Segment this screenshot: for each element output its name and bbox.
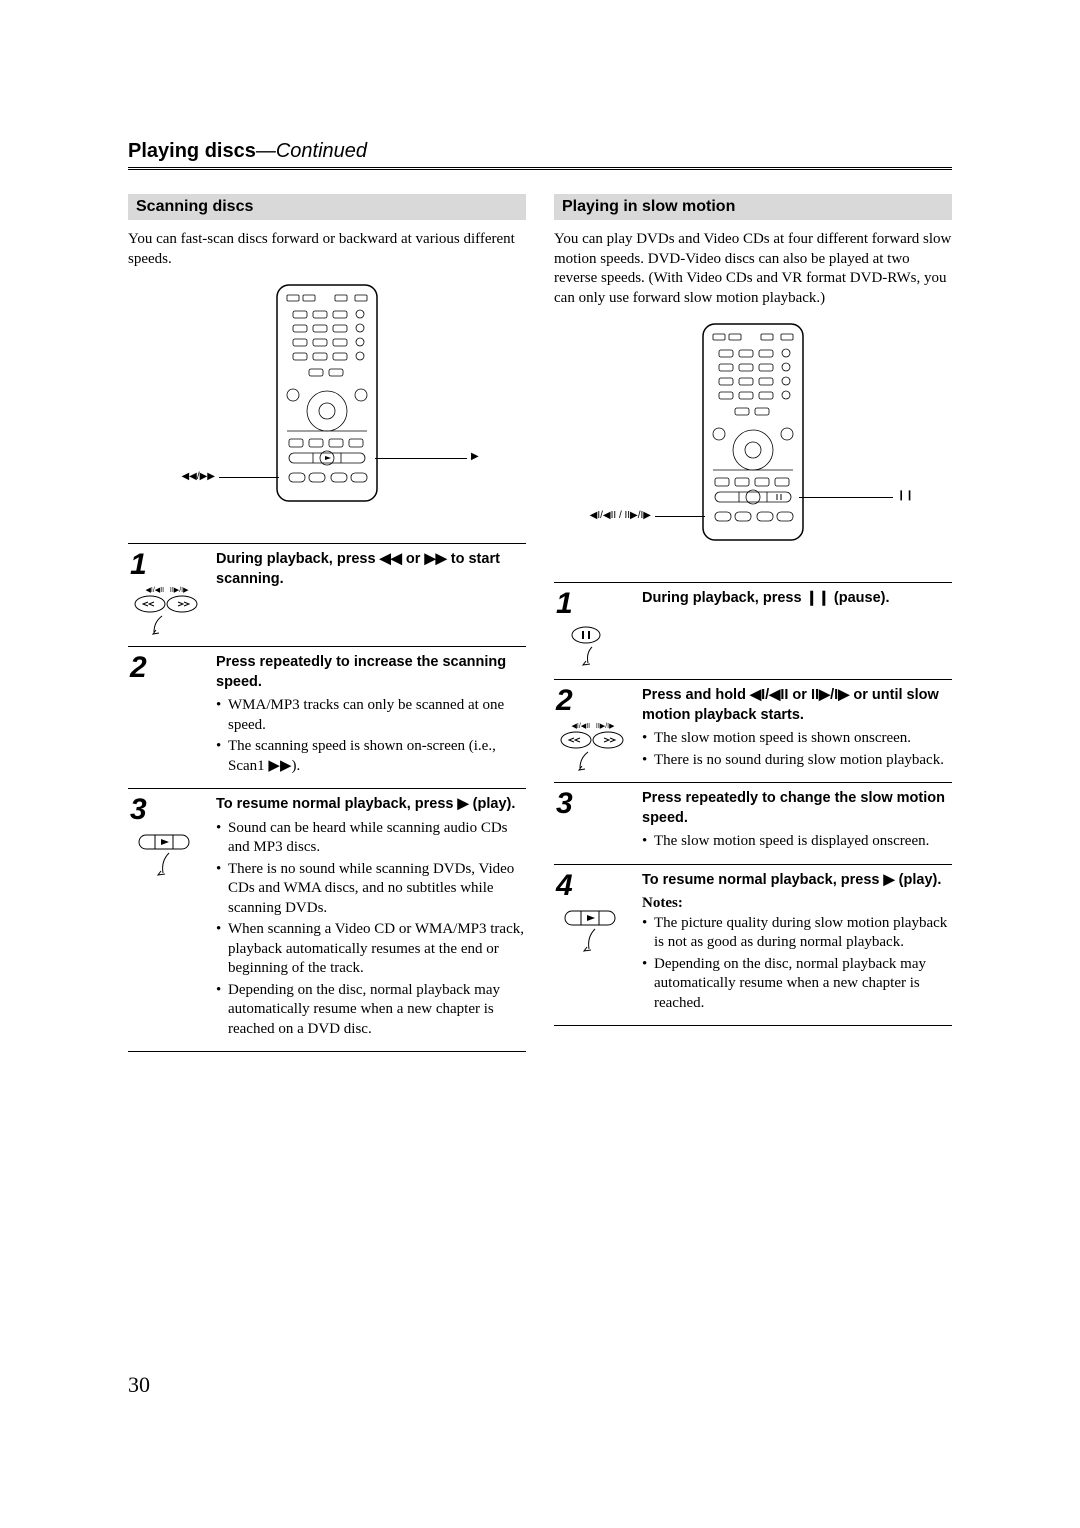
step-number: 1: [130, 550, 147, 580]
right-column: Playing in slow motion You can play DVDs…: [554, 194, 952, 1052]
left-column: Scanning discs You can fast-scan discs f…: [128, 194, 526, 1052]
bullet: The scanning speed is shown on-screen (i…: [216, 737, 526, 776]
step-row: 1 During playback, press ❙❙ (pause).: [554, 582, 952, 679]
bullet: The picture quality during slow motion p…: [642, 914, 952, 953]
step-row: 3 To resume normal playback, press ▶ (pl…: [128, 788, 526, 1052]
pause-button-icon: [568, 625, 618, 669]
step-title: Press repeatedly to increase the scannin…: [216, 653, 526, 692]
bullet: There is no sound while scanning DVDs, V…: [216, 860, 526, 919]
bullet: When scanning a Video CD or WMA/MP3 trac…: [216, 920, 526, 979]
bullet: Depending on the disc, normal playback m…: [642, 955, 952, 1014]
step-title: Press and hold ◀I/◀II or II▶/I▶ or until…: [642, 686, 952, 725]
step-number: 1: [556, 589, 573, 619]
scanning-intro: You can fast-scan discs forward or backw…: [128, 230, 526, 269]
bullet: There is no sound during slow motion pla…: [642, 751, 952, 771]
slowmotion-intro: You can play DVDs and Video CDs at four …: [554, 230, 952, 308]
header-title: Playing discs: [128, 140, 256, 162]
step-number: 4: [556, 871, 573, 901]
step-row: 1 ◀I/◀II II▶/I▶ During playback, press ◀…: [128, 543, 526, 646]
step-row: 2 ◀I/◀II II▶/I▶ Press and hold ◀I/◀II or…: [554, 679, 952, 782]
section-title-slowmotion: Playing in slow motion: [554, 194, 952, 220]
step-number: 2: [130, 653, 147, 683]
callout-play: ▶: [471, 451, 479, 462]
callout-scan: ◀◀/▶▶: [181, 471, 215, 482]
page-header: Playing discs—Continued: [128, 140, 952, 170]
bullet: The slow motion speed is displayed onscr…: [642, 832, 952, 852]
play-button-icon: [135, 831, 199, 879]
slow-buttons-icon: [558, 730, 628, 772]
step-title: During playback, press ❙❙ (pause).: [642, 589, 952, 609]
step-row: 3 Press repeatedly to change the slow mo…: [554, 782, 952, 864]
page-number: 30: [128, 1372, 150, 1398]
bullet: Sound can be heard while scanning audio …: [216, 819, 526, 858]
step-number: 3: [556, 789, 573, 819]
step-title: To resume normal playback, press ▶ (play…: [642, 871, 952, 891]
section-title-scanning: Scanning discs: [128, 194, 526, 220]
step-title: Press repeatedly to change the slow moti…: [642, 789, 952, 828]
scanning-steps: 1 ◀I/◀II II▶/I▶ During playback, press ◀…: [128, 543, 526, 1052]
remote-icon: [273, 283, 381, 503]
step-number: 2: [556, 686, 573, 716]
scan-buttons-icon: [132, 594, 202, 636]
play-button-icon: [561, 907, 625, 955]
remote-icon: [699, 322, 807, 542]
remote-illustration-left: ▶ ◀◀/▶▶: [128, 283, 526, 513]
step-row: 2 Press repeatedly to increase the scann…: [128, 646, 526, 788]
callout-slow: ◀I/◀II / II▶/I▶: [590, 510, 651, 521]
bullet: Depending on the disc, normal playback m…: [216, 981, 526, 1040]
step-number: 3: [130, 795, 147, 825]
bullet: The slow motion speed is shown onscreen.: [642, 729, 952, 749]
slowmotion-steps: 1 During playback, press ❙❙ (pause). 2 ◀…: [554, 582, 952, 1026]
step-title: To resume normal playback, press ▶ (play…: [216, 795, 526, 815]
step-title: During playback, press ◀◀ or ▶▶ to start…: [216, 550, 526, 589]
step-row: 4 To resume normal playback, press ▶ (pl…: [554, 864, 952, 1027]
header-suffix: —Continued: [256, 140, 367, 162]
callout-pause: ❙❙: [897, 490, 914, 501]
notes-header: Notes:: [642, 894, 952, 914]
bullet: WMA/MP3 tracks can only be scanned at on…: [216, 696, 526, 735]
remote-illustration-right: ❙❙ ◀I/◀II / II▶/I▶: [554, 322, 952, 552]
